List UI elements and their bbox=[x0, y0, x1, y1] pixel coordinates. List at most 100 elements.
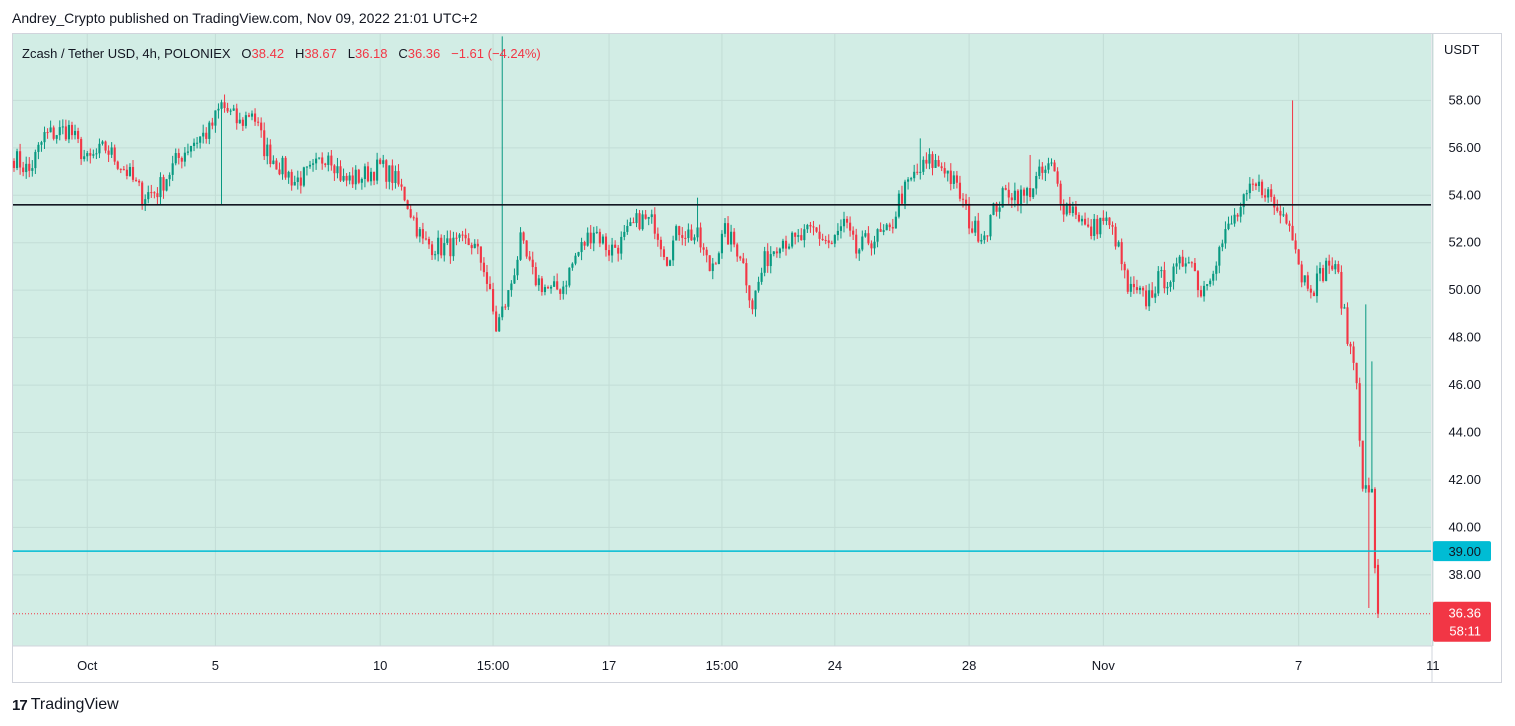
candle-body[interactable] bbox=[482, 262, 485, 273]
candle-body[interactable] bbox=[662, 249, 666, 258]
candle-body[interactable] bbox=[192, 142, 196, 147]
candle-body[interactable] bbox=[86, 153, 89, 157]
candle-body[interactable] bbox=[595, 231, 598, 233]
candle-body[interactable] bbox=[852, 230, 855, 235]
candle-body[interactable] bbox=[626, 225, 629, 232]
candle-body[interactable] bbox=[922, 159, 925, 172]
candle-body[interactable] bbox=[247, 115, 251, 117]
candle-body[interactable] bbox=[1239, 207, 1242, 217]
candle-body[interactable] bbox=[430, 244, 434, 256]
candle-body[interactable] bbox=[879, 229, 882, 232]
candle-body[interactable] bbox=[1206, 284, 1209, 286]
candle-body[interactable] bbox=[70, 124, 74, 136]
candle-body[interactable] bbox=[1096, 218, 1099, 235]
candle-body[interactable] bbox=[214, 110, 217, 126]
candle-body[interactable] bbox=[421, 229, 424, 239]
candle-body[interactable] bbox=[327, 155, 330, 165]
candle-body[interactable] bbox=[379, 159, 382, 164]
candle-body[interactable] bbox=[1248, 183, 1251, 194]
candle-body[interactable] bbox=[1325, 260, 1328, 281]
candle-body[interactable] bbox=[1318, 268, 1322, 274]
candle-body[interactable] bbox=[1355, 362, 1358, 384]
candle-body[interactable] bbox=[1233, 214, 1236, 224]
candle-body[interactable] bbox=[971, 228, 974, 233]
candle-body[interactable] bbox=[104, 141, 107, 151]
candle-body[interactable] bbox=[763, 251, 766, 273]
candle-body[interactable] bbox=[336, 166, 339, 174]
candle-body[interactable] bbox=[1257, 181, 1261, 186]
candle-body[interactable] bbox=[260, 122, 263, 131]
candle-body[interactable] bbox=[1093, 218, 1096, 236]
candle-body[interactable] bbox=[1145, 290, 1148, 307]
candle-body[interactable] bbox=[726, 223, 730, 245]
candle-body[interactable] bbox=[495, 311, 498, 332]
candle-body[interactable] bbox=[1120, 242, 1123, 265]
candle-body[interactable] bbox=[580, 241, 583, 253]
candle-body[interactable] bbox=[803, 229, 806, 241]
candle-body[interactable] bbox=[635, 213, 638, 224]
candle-body[interactable] bbox=[861, 236, 864, 250]
candle-body[interactable] bbox=[910, 178, 913, 180]
candle-body[interactable] bbox=[586, 232, 589, 246]
candle-body[interactable] bbox=[571, 263, 574, 268]
candle-body[interactable] bbox=[1083, 218, 1087, 225]
candle-body[interactable] bbox=[440, 237, 443, 256]
candle-body[interactable] bbox=[842, 218, 846, 227]
candle-body[interactable] bbox=[1306, 275, 1309, 289]
candle-body[interactable] bbox=[83, 156, 86, 160]
candle-body[interactable] bbox=[748, 285, 751, 301]
candle-body[interactable] bbox=[818, 231, 821, 239]
candle-body[interactable] bbox=[333, 165, 336, 174]
candle-body[interactable] bbox=[1276, 207, 1279, 211]
candle-body[interactable] bbox=[186, 151, 190, 153]
candle-body[interactable] bbox=[989, 214, 992, 237]
candle-body[interactable] bbox=[1343, 307, 1346, 309]
candle-body[interactable] bbox=[1047, 163, 1050, 170]
candle-body[interactable] bbox=[427, 238, 431, 245]
candle-body[interactable] bbox=[345, 175, 348, 181]
candle-body[interactable] bbox=[110, 147, 113, 155]
candle-body[interactable] bbox=[1151, 290, 1154, 298]
candle-body[interactable] bbox=[937, 160, 940, 167]
candle-body[interactable] bbox=[232, 108, 235, 111]
candle-body[interactable] bbox=[1285, 214, 1288, 224]
candle-body[interactable] bbox=[531, 259, 534, 268]
candle-body[interactable] bbox=[290, 171, 293, 186]
candle-body[interactable] bbox=[98, 143, 101, 154]
candle-body[interactable] bbox=[589, 232, 592, 244]
candle-body[interactable] bbox=[311, 163, 315, 165]
candle-body[interactable] bbox=[1215, 265, 1218, 274]
candle-body[interactable] bbox=[998, 207, 1001, 212]
candle-body[interactable] bbox=[1187, 262, 1190, 264]
candle-body[interactable] bbox=[653, 214, 656, 234]
candle-body[interactable] bbox=[141, 182, 144, 205]
candle-body[interactable] bbox=[794, 232, 797, 237]
candle-body[interactable] bbox=[745, 263, 748, 286]
candle-body[interactable] bbox=[519, 232, 522, 260]
candle-body[interactable] bbox=[943, 168, 946, 174]
candle-body[interactable] bbox=[305, 166, 309, 168]
candle-body[interactable] bbox=[1019, 189, 1023, 206]
candle-body[interactable] bbox=[1334, 264, 1337, 270]
candle-body[interactable] bbox=[1114, 226, 1117, 247]
candle-body[interactable] bbox=[1102, 217, 1105, 222]
candle-body[interactable] bbox=[449, 238, 452, 257]
candle-body[interactable] bbox=[659, 239, 662, 250]
candle-body[interactable] bbox=[562, 286, 565, 294]
candle-body[interactable] bbox=[211, 122, 214, 126]
candle-body[interactable] bbox=[876, 229, 879, 242]
candle-body[interactable] bbox=[107, 150, 110, 155]
candle-body[interactable] bbox=[15, 151, 19, 169]
candle-body[interactable] bbox=[434, 254, 437, 256]
candle-body[interactable] bbox=[1349, 343, 1352, 347]
candle-body[interactable] bbox=[89, 153, 92, 156]
candle-body[interactable] bbox=[784, 240, 788, 249]
candle-body[interactable] bbox=[1227, 223, 1230, 230]
candle-body[interactable] bbox=[40, 142, 43, 145]
candle-body[interactable] bbox=[546, 287, 550, 289]
candle-body[interactable] bbox=[67, 124, 70, 140]
candle-body[interactable] bbox=[806, 224, 809, 230]
candle-body[interactable] bbox=[1068, 203, 1071, 214]
currency-label[interactable]: USDT bbox=[1444, 42, 1480, 57]
candle-body[interactable] bbox=[1123, 264, 1126, 271]
